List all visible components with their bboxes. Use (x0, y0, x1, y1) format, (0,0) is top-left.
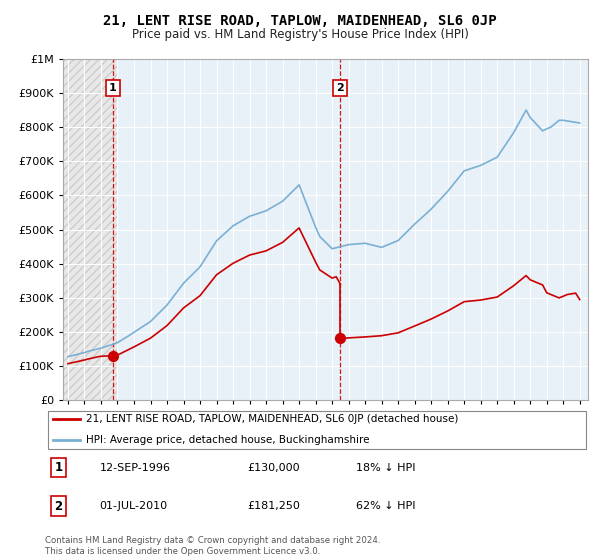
Text: 12-SEP-1996: 12-SEP-1996 (100, 463, 170, 473)
Text: Contains HM Land Registry data © Crown copyright and database right 2024.
This d: Contains HM Land Registry data © Crown c… (45, 536, 380, 556)
Text: Price paid vs. HM Land Registry's House Price Index (HPI): Price paid vs. HM Land Registry's House … (131, 28, 469, 41)
Text: 01-JUL-2010: 01-JUL-2010 (100, 501, 168, 511)
FancyBboxPatch shape (48, 411, 586, 449)
Text: 1: 1 (55, 461, 63, 474)
Text: 21, LENT RISE ROAD, TAPLOW, MAIDENHEAD, SL6 0JP: 21, LENT RISE ROAD, TAPLOW, MAIDENHEAD, … (103, 14, 497, 28)
Text: 2: 2 (337, 83, 344, 93)
Bar (63, 59, 118, 400)
Text: 2: 2 (55, 500, 63, 512)
Text: 21, LENT RISE ROAD, TAPLOW, MAIDENHEAD, SL6 0JP (detached house): 21, LENT RISE ROAD, TAPLOW, MAIDENHEAD, … (86, 414, 458, 424)
Text: £181,250: £181,250 (247, 501, 300, 511)
Text: 18% ↓ HPI: 18% ↓ HPI (356, 463, 416, 473)
Text: HPI: Average price, detached house, Buckinghamshire: HPI: Average price, detached house, Buck… (86, 435, 370, 445)
Point (108, 352, 118, 361)
Text: £130,000: £130,000 (247, 463, 299, 473)
Point (335, 334, 345, 343)
Text: 62% ↓ HPI: 62% ↓ HPI (356, 501, 416, 511)
Text: 1: 1 (109, 83, 116, 93)
